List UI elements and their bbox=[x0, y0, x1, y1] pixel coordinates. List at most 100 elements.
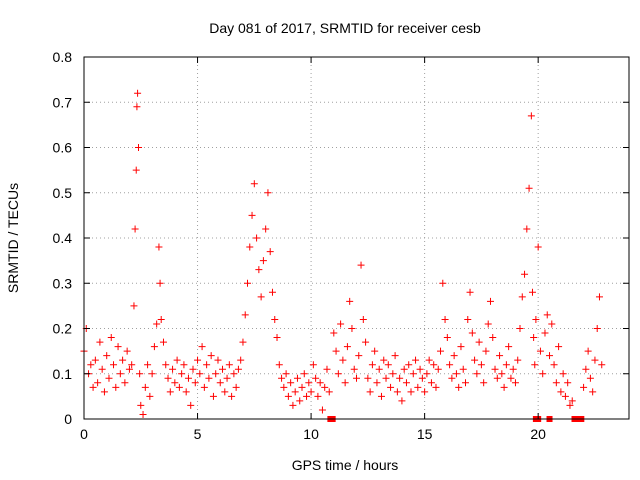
data-point bbox=[471, 356, 479, 364]
data-point bbox=[593, 325, 601, 332]
data-point bbox=[130, 302, 138, 310]
data-point bbox=[502, 361, 510, 369]
data-point bbox=[355, 352, 363, 360]
data-point bbox=[450, 352, 458, 360]
data-point bbox=[216, 379, 224, 387]
data-point bbox=[171, 379, 179, 387]
data-point bbox=[468, 329, 476, 337]
y-axis-label: SRMTID / TECUs bbox=[5, 183, 21, 293]
data-point bbox=[402, 379, 410, 387]
data-point bbox=[198, 343, 206, 351]
data-point bbox=[473, 370, 481, 378]
y-tick-labels: 0 0.1 0.2 0.3 0.4 0.5 0.6 0.7 0.8 bbox=[53, 49, 73, 427]
x-axis-label: GPS time / hours bbox=[292, 457, 399, 473]
y-tick-label: 0.5 bbox=[53, 185, 73, 201]
data-point bbox=[209, 392, 217, 400]
data-point bbox=[284, 392, 292, 400]
data-point bbox=[589, 388, 597, 396]
data-point bbox=[514, 356, 522, 364]
data-point bbox=[346, 297, 354, 305]
data-point bbox=[296, 397, 304, 405]
data-point bbox=[169, 365, 177, 373]
data-point bbox=[546, 352, 554, 360]
data-point bbox=[414, 383, 422, 391]
data-point bbox=[318, 406, 326, 414]
data-point bbox=[131, 225, 139, 233]
data-point bbox=[559, 370, 567, 378]
data-point bbox=[191, 379, 199, 387]
data-point bbox=[507, 374, 515, 382]
data-point bbox=[493, 374, 501, 382]
data-point bbox=[91, 356, 99, 364]
data-point bbox=[123, 347, 131, 355]
axis-ticks bbox=[83, 56, 629, 420]
data-point bbox=[400, 365, 408, 373]
data-point bbox=[531, 361, 539, 369]
data-point bbox=[343, 343, 351, 351]
data-point bbox=[595, 293, 603, 301]
data-point bbox=[416, 365, 424, 373]
data-point bbox=[156, 279, 164, 287]
data-point bbox=[200, 383, 208, 391]
data-point bbox=[539, 370, 547, 378]
data-point bbox=[112, 383, 120, 391]
data-point bbox=[557, 388, 565, 396]
data-point bbox=[548, 320, 556, 328]
data-point bbox=[521, 270, 529, 278]
data-point bbox=[325, 388, 333, 396]
data-point bbox=[528, 288, 536, 296]
data-point bbox=[287, 379, 295, 387]
data-point bbox=[412, 356, 420, 364]
data-point bbox=[173, 356, 181, 364]
data-point bbox=[278, 374, 286, 382]
data-point bbox=[486, 297, 494, 305]
data-point bbox=[357, 261, 365, 269]
data-point bbox=[480, 379, 488, 387]
data-point bbox=[580, 383, 588, 391]
data-point bbox=[423, 370, 431, 378]
data-point bbox=[509, 365, 517, 373]
data-point bbox=[368, 361, 376, 369]
data-point bbox=[427, 379, 435, 387]
data-point bbox=[98, 365, 106, 373]
x-tick-labels: 0 5 10 15 20 bbox=[80, 426, 546, 442]
data-point bbox=[221, 388, 229, 396]
data-point bbox=[175, 383, 183, 391]
data-point bbox=[341, 379, 349, 387]
data-point bbox=[448, 374, 456, 382]
data-point bbox=[377, 392, 385, 400]
data-point bbox=[280, 383, 288, 391]
data-point bbox=[225, 361, 233, 369]
y-tick-label: 0.8 bbox=[53, 49, 73, 65]
data-point bbox=[266, 248, 274, 256]
data-point bbox=[187, 401, 195, 409]
data-point bbox=[282, 370, 290, 378]
data-point bbox=[452, 370, 460, 378]
data-point bbox=[332, 347, 340, 355]
data-point bbox=[298, 383, 306, 391]
data-point bbox=[555, 343, 563, 351]
data-point bbox=[505, 343, 513, 351]
data-point bbox=[239, 338, 247, 346]
data-point bbox=[441, 315, 449, 323]
data-point bbox=[159, 338, 167, 346]
data-point bbox=[94, 379, 102, 387]
data-point bbox=[139, 410, 147, 418]
x-tick-label: 20 bbox=[530, 426, 546, 442]
data-point bbox=[375, 365, 383, 373]
y-tick-label: 0.3 bbox=[53, 275, 73, 291]
data-point bbox=[257, 293, 265, 301]
data-point bbox=[153, 320, 161, 328]
data-point bbox=[591, 356, 599, 364]
data-point bbox=[135, 144, 142, 151]
data-point bbox=[303, 392, 311, 400]
data-point bbox=[100, 388, 108, 396]
data-point bbox=[228, 392, 236, 400]
data-point bbox=[466, 288, 474, 296]
data-point bbox=[116, 370, 124, 378]
data-points bbox=[80, 89, 606, 418]
data-point bbox=[536, 347, 544, 355]
data-point bbox=[114, 343, 122, 351]
data-point bbox=[380, 356, 388, 364]
